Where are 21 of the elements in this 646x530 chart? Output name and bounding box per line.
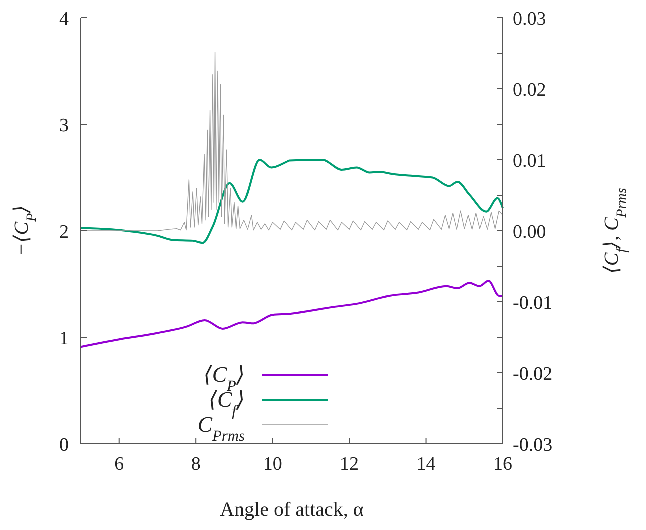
y-tick-label: 0 — [60, 435, 69, 456]
y2-tick-label: 0.01 — [513, 151, 546, 172]
x-tick-label: 10 — [263, 454, 282, 475]
y2-tick-label: -0.01 — [513, 293, 553, 314]
y2-tick-label: 0.03 — [513, 9, 546, 30]
x-tick-label: 6 — [114, 454, 124, 475]
y-tick-label: 3 — [60, 116, 69, 136]
line-series — [80, 159, 504, 244]
y-tick-label: 1 — [60, 328, 69, 350]
y2-tick-label: 0.02 — [513, 80, 546, 101]
line-series — [80, 280, 504, 348]
y-tick-label: 2 — [60, 222, 69, 243]
x-axis-title: Angle of attack, α — [220, 499, 364, 521]
y2-tick-label: -0.03 — [513, 435, 553, 456]
y-tick-label: 4 — [60, 9, 70, 30]
x-tick-label: 12 — [340, 454, 360, 475]
y2-tick-label: -0.02 — [513, 364, 553, 385]
x-tick-label: 16 — [494, 454, 512, 475]
y2-tick-label: 0.00 — [513, 222, 546, 243]
x-tick-label: 8 — [191, 454, 201, 475]
x-tick-label: 14 — [416, 454, 436, 475]
